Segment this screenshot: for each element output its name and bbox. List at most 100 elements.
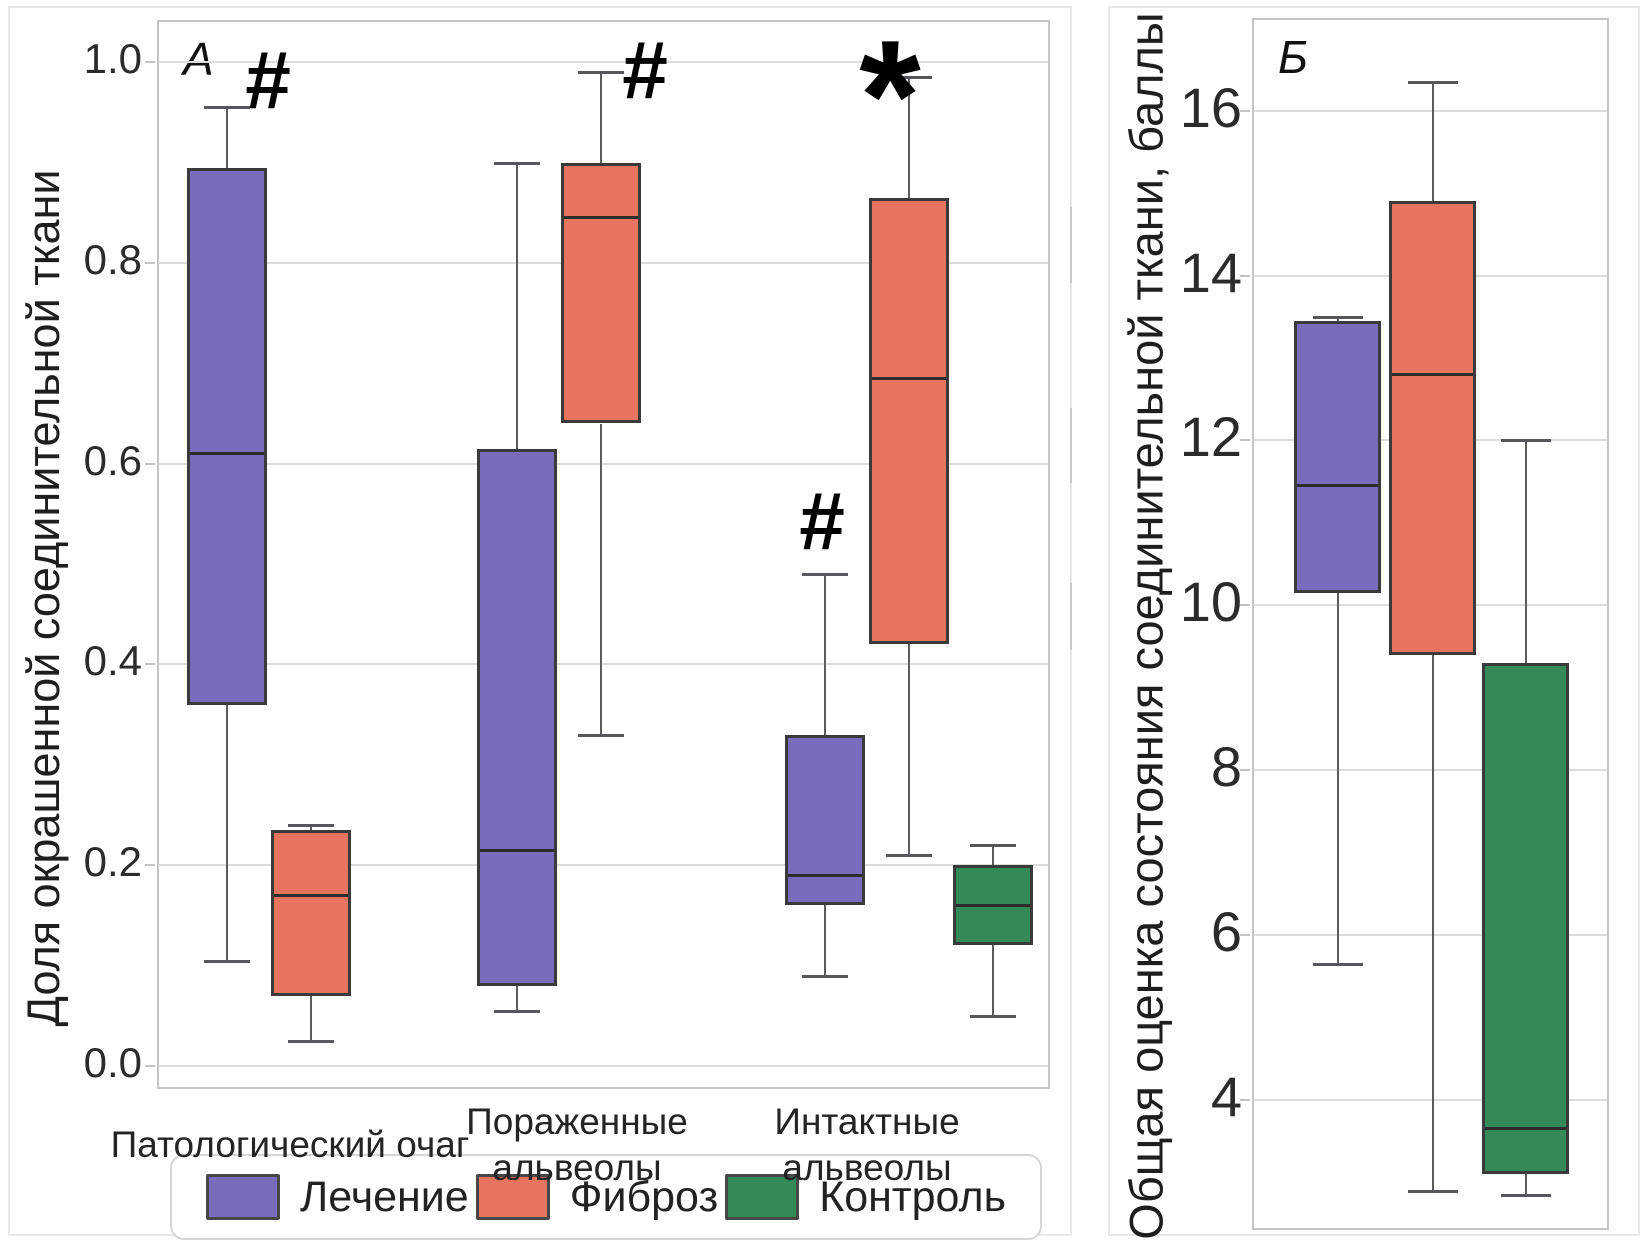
y-tick-label: 0.8 xyxy=(83,235,142,283)
boxplot-box-Фиброз xyxy=(1389,201,1476,655)
whisker-cap xyxy=(578,71,624,75)
boxplot-box-Лечение xyxy=(477,448,557,986)
y-tick-mark xyxy=(145,61,155,64)
boxplot-box-Контроль xyxy=(1482,663,1569,1175)
y-tick-label: 8 xyxy=(1210,735,1242,799)
gridline xyxy=(159,462,1048,465)
whisker-line xyxy=(908,77,910,198)
legend: Лечение Фиброз Контроль xyxy=(170,1154,1042,1240)
whisker-cap xyxy=(1312,963,1363,967)
median-line xyxy=(872,376,946,380)
median-line xyxy=(480,848,554,852)
median-line xyxy=(1485,1127,1566,1131)
whisker-line xyxy=(824,905,826,976)
panel-a-plot-area: А # # * # xyxy=(145,8,1050,1089)
whisker-line xyxy=(992,845,994,866)
figure-edge-segment xyxy=(1070,207,1072,283)
panel-a-figure: Доля окрашенной соединительной ткани А #… xyxy=(8,6,1072,1240)
legend-item: Лечение xyxy=(206,1173,469,1222)
gridline xyxy=(1254,934,1607,937)
whisker-line xyxy=(824,574,826,735)
panel-b-figure: Общая оценка состояния соединительной тк… xyxy=(1108,6,1640,1240)
y-tick-mark xyxy=(1240,604,1250,607)
y-tick-label: 4 xyxy=(1210,1065,1242,1129)
whisker-cap xyxy=(494,1009,540,1013)
whisker-cap xyxy=(204,106,250,110)
x-category-label-line: альвеолы xyxy=(782,1147,952,1188)
gridline xyxy=(159,61,1048,64)
boxplot-box-Фиброз xyxy=(561,162,641,424)
significance-marker: # xyxy=(799,476,845,567)
gridline xyxy=(1254,769,1607,772)
gridline xyxy=(1254,109,1607,112)
y-tick-mark xyxy=(145,1064,155,1067)
whisker-line xyxy=(516,162,518,449)
whisker-line xyxy=(1336,593,1339,965)
y-tick-mark xyxy=(145,261,155,264)
x-category-label: Патологический очаг xyxy=(111,1095,470,1195)
y-tick-mark xyxy=(1240,934,1250,937)
whisker-cap xyxy=(970,844,1016,848)
y-tick-label: 0.0 xyxy=(83,1038,142,1086)
whisker-line xyxy=(908,644,910,856)
boxplot-box-Фиброз xyxy=(271,830,351,996)
y-tick-label: 16 xyxy=(1179,75,1242,139)
whisker-line xyxy=(310,825,312,831)
figure-edge-segment xyxy=(1070,408,1072,483)
gridline xyxy=(159,864,1048,867)
legend-label: Контроль xyxy=(819,1172,1006,1221)
significance-marker: * xyxy=(859,8,921,185)
median-line xyxy=(190,452,264,456)
boxplot-box-Лечение xyxy=(187,167,267,705)
y-tick-label: 6 xyxy=(1210,900,1242,964)
legend-label: Фиброз xyxy=(569,1172,719,1221)
whisker-cap xyxy=(1407,80,1458,84)
whisker-cap xyxy=(970,1014,1016,1018)
whisker-cap xyxy=(1312,315,1363,319)
x-category-label-line: альвеолы xyxy=(492,1147,662,1188)
y-tick-mark xyxy=(1240,109,1250,112)
panel-b-letter: Б xyxy=(1278,31,1308,83)
y-tick-mark xyxy=(1240,439,1250,442)
x-category-label-line: Пораженные xyxy=(466,1101,688,1143)
whisker-line xyxy=(1431,81,1434,202)
y-tick-mark xyxy=(1240,769,1250,772)
y-tick-mark xyxy=(1240,1099,1250,1102)
y-tick-label: 10 xyxy=(1179,570,1242,634)
x-category-label: Пораженные альвеолы xyxy=(466,1095,688,1195)
whisker-cap xyxy=(802,974,848,978)
whisker-cap xyxy=(288,1039,334,1043)
boxplot-box-Лечение xyxy=(785,734,865,906)
significance-marker: # xyxy=(622,25,668,116)
panel-b-plot-area: Б xyxy=(1240,18,1609,1230)
panel-a-y-axis-label: Доля окрашенной соединительной ткани xyxy=(18,169,69,1027)
whisker-line xyxy=(600,72,602,163)
whisker-cap xyxy=(578,733,624,737)
legend-item: Фиброз xyxy=(475,1172,719,1222)
whisker-cap xyxy=(288,824,334,827)
whisker-line xyxy=(516,985,518,1011)
whisker-cap xyxy=(886,76,932,80)
whisker-line xyxy=(992,945,994,1016)
whisker-line xyxy=(1524,440,1527,664)
whisker-cap xyxy=(1407,1189,1458,1193)
x-category-label: Интактные альвеолы xyxy=(774,1095,959,1195)
whisker-line xyxy=(226,704,228,961)
legend-item: Контроль xyxy=(725,1173,1006,1222)
median-line xyxy=(274,893,348,897)
y-tick-mark xyxy=(145,864,155,867)
significance-marker: # xyxy=(245,35,291,126)
panel-a-letter: А xyxy=(183,33,214,85)
gridline xyxy=(159,1064,1048,1067)
whisker-line xyxy=(310,995,312,1041)
whisker-line xyxy=(1336,316,1339,321)
legend-swatch xyxy=(725,1174,800,1220)
median-line xyxy=(564,216,638,220)
whisker-cap xyxy=(204,959,250,963)
whisker-cap xyxy=(886,854,932,858)
whisker-cap xyxy=(1500,439,1551,443)
y-tick-label: 0.2 xyxy=(83,838,142,886)
whisker-cap xyxy=(802,573,848,577)
y-tick-label: 12 xyxy=(1179,405,1242,469)
